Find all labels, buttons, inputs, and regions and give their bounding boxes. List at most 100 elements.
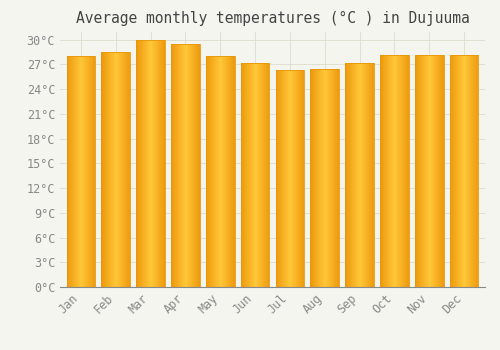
Bar [257,63,258,287]
Bar [324,69,325,287]
Bar [384,55,385,287]
Bar [70,56,71,287]
Bar [190,44,191,287]
Bar [241,63,242,287]
Bar [189,44,190,287]
Bar [82,56,83,287]
Bar [402,55,403,287]
Bar [380,55,408,287]
Bar [93,56,94,287]
Bar [474,55,475,287]
Bar [432,55,433,287]
Bar [139,40,140,287]
Bar [386,55,388,287]
Bar [211,56,212,287]
Bar [311,69,312,287]
Bar [277,70,278,287]
Bar [68,56,69,287]
Bar [405,55,406,287]
Bar [298,70,299,287]
Bar [472,55,474,287]
Bar [113,52,114,287]
Bar [90,56,91,287]
Bar [245,63,246,287]
Bar [250,63,251,287]
Bar [114,52,115,287]
Bar [85,56,86,287]
Bar [373,63,374,287]
Bar [456,55,457,287]
Bar [299,70,300,287]
Bar [182,44,184,287]
Bar [326,69,327,287]
Bar [213,56,214,287]
Bar [232,56,233,287]
Bar [206,56,234,287]
Bar [261,63,262,287]
Bar [288,70,289,287]
Bar [194,44,196,287]
Bar [435,55,436,287]
Bar [428,55,430,287]
Bar [282,70,283,287]
Bar [266,63,267,287]
Bar [468,55,469,287]
Bar [105,52,106,287]
Bar [255,63,256,287]
Bar [158,40,159,287]
Bar [476,55,477,287]
Bar [368,63,369,287]
Bar [92,56,93,287]
Bar [265,63,266,287]
Bar [286,70,287,287]
Bar [122,52,123,287]
Bar [106,52,107,287]
Bar [284,70,285,287]
Bar [226,56,228,287]
Bar [229,56,230,287]
Bar [230,56,231,287]
Bar [117,52,118,287]
Bar [290,70,292,287]
Bar [451,55,452,287]
Bar [314,69,315,287]
Bar [276,70,304,287]
Bar [260,63,261,287]
Bar [145,40,146,287]
Bar [352,63,353,287]
Bar [188,44,189,287]
Bar [86,56,88,287]
Bar [437,55,438,287]
Bar [393,55,394,287]
Bar [128,52,130,287]
Bar [440,55,442,287]
Bar [401,55,402,287]
Bar [181,44,182,287]
Bar [104,52,105,287]
Bar [420,55,422,287]
Bar [466,55,467,287]
Bar [418,55,420,287]
Bar [328,69,329,287]
Bar [254,63,255,287]
Bar [244,63,245,287]
Bar [458,55,459,287]
Bar [102,52,130,287]
Bar [322,69,324,287]
Bar [222,56,223,287]
Bar [294,70,295,287]
Bar [80,56,81,287]
Bar [280,70,281,287]
Bar [310,69,339,287]
Bar [317,69,318,287]
Bar [233,56,234,287]
Bar [199,44,200,287]
Bar [224,56,225,287]
Bar [210,56,211,287]
Bar [433,55,434,287]
Bar [303,70,304,287]
Bar [137,40,138,287]
Bar [152,40,154,287]
Bar [461,55,462,287]
Bar [321,69,322,287]
